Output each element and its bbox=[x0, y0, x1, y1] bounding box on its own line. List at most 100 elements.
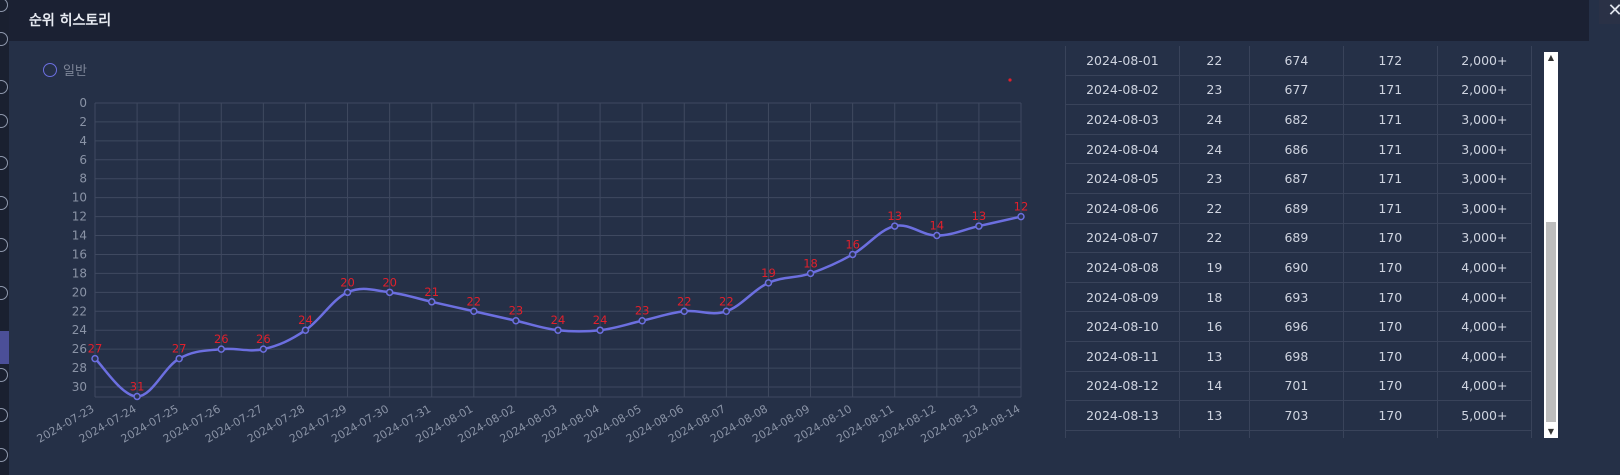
data-label: 16 bbox=[845, 237, 860, 251]
rank-line-chart: 0246810121416182022242628302024-07-23202… bbox=[35, 78, 1029, 446]
y-tick-label: 14 bbox=[72, 229, 87, 243]
table-cell: 3,000+ bbox=[1437, 223, 1532, 254]
table-cell: 2024-08-06 bbox=[1066, 193, 1180, 224]
nav-icon[interactable] bbox=[0, 448, 8, 462]
table-cell: 22 bbox=[1179, 46, 1250, 76]
table-cell: 4,000+ bbox=[1437, 311, 1532, 342]
app-sidebar bbox=[0, 0, 9, 475]
data-point bbox=[217, 345, 226, 353]
table-cell: 682 bbox=[1249, 104, 1344, 135]
table-cell: 2024-08-05 bbox=[1066, 163, 1180, 194]
table-cell: 171 bbox=[1343, 163, 1438, 194]
table-row: 2024-08-04 24 686 171 3,000+ bbox=[1066, 134, 1532, 165]
data-point bbox=[301, 326, 310, 334]
chart-legend[interactable]: 일반 bbox=[43, 60, 87, 79]
modal-title: 순위 히스토리 bbox=[29, 13, 112, 29]
data-point bbox=[596, 326, 604, 334]
data-point bbox=[638, 316, 646, 325]
data-label: 24 bbox=[593, 313, 608, 327]
table-cell: 5,000+ bbox=[1437, 430, 1532, 438]
table-cell: 170 bbox=[1343, 371, 1438, 402]
table-cell: 3,000+ bbox=[1437, 163, 1532, 194]
data-label: 21 bbox=[424, 285, 439, 299]
table-cell: 698 bbox=[1249, 341, 1344, 372]
table-cell: 701 bbox=[1249, 371, 1344, 402]
table-cell: 170 bbox=[1343, 341, 1438, 372]
table-cell: 3,000+ bbox=[1437, 134, 1532, 165]
table-cell: 689 bbox=[1249, 193, 1344, 224]
nav-icon[interactable] bbox=[0, 196, 8, 210]
nav-icon[interactable] bbox=[0, 0, 8, 12]
legend-marker-icon bbox=[43, 62, 57, 77]
y-tick-label: 8 bbox=[79, 172, 87, 186]
nav-icon[interactable] bbox=[0, 32, 8, 46]
table-cell: 5,000+ bbox=[1437, 400, 1532, 431]
y-tick-label: 18 bbox=[72, 266, 87, 280]
close-button[interactable]: ✕ bbox=[1599, 0, 1620, 24]
table-cell: 22 bbox=[1179, 223, 1250, 254]
data-point bbox=[91, 354, 99, 363]
y-tick-label: 6 bbox=[79, 153, 87, 167]
table-cell: 170 bbox=[1343, 252, 1438, 283]
data-point bbox=[554, 326, 562, 334]
scroll-up-icon[interactable]: ▲ bbox=[1547, 53, 1555, 62]
data-label: 24 bbox=[298, 313, 313, 327]
table-cell: 171 bbox=[1343, 134, 1438, 165]
table-cell: 172 bbox=[1343, 46, 1438, 76]
data-label: 12 bbox=[1014, 200, 1029, 214]
table-cell: 4,000+ bbox=[1437, 371, 1532, 402]
nav-active-item[interactable] bbox=[0, 331, 9, 364]
y-tick-label: 0 bbox=[79, 96, 87, 110]
legend-label: 일반 bbox=[63, 64, 87, 79]
data-point bbox=[848, 250, 857, 259]
table-row: 2024-08-12 14 701 170 4,000+ bbox=[1066, 371, 1532, 402]
table-cell: 2024-08-02 bbox=[1066, 75, 1180, 106]
table-cell: 171 bbox=[1343, 75, 1438, 106]
y-tick-label: 22 bbox=[72, 304, 87, 318]
nav-icon[interactable] bbox=[0, 286, 8, 300]
data-point bbox=[343, 288, 352, 297]
scroll-down-icon[interactable]: ▼ bbox=[1547, 427, 1555, 436]
rank-table: 2024-08-01 22 674 172 2,000+ 2024-08-02 23 677 1… bbox=[1065, 46, 1532, 438]
table-cell: 689 bbox=[1249, 223, 1344, 254]
table-cell: 2024-08-14 bbox=[1066, 430, 1180, 438]
nav-icon[interactable] bbox=[0, 238, 8, 252]
y-tick-label: 24 bbox=[72, 323, 87, 337]
table-row: 2024-08-13 13 703 170 5,000+ bbox=[1066, 400, 1532, 431]
table-cell: 686 bbox=[1249, 134, 1344, 165]
table-cell: 687 bbox=[1249, 163, 1344, 194]
nav-icon[interactable] bbox=[0, 114, 8, 128]
table-scrollbar[interactable]: ▲ ▼ bbox=[1544, 52, 1558, 438]
y-tick-label: 16 bbox=[72, 247, 87, 261]
table-cell: 171 bbox=[1343, 104, 1438, 135]
scroll-thumb[interactable] bbox=[1546, 222, 1556, 422]
rank-history-modal: 순위 히스토리 ✕ 일반 0 2 4 6 8 10 12 14 16 18 20 22 24 26 28 30… bbox=[9, 0, 1620, 475]
y-tick-label: 20 bbox=[72, 285, 87, 299]
nav-icon[interactable] bbox=[0, 368, 8, 382]
rank-table-body: 2024-08-01 22 674 172 2,000+ 2024-08-02 23 677 1… bbox=[1066, 46, 1532, 438]
table-cell: 170 bbox=[1343, 282, 1438, 313]
y-tick-label: 10 bbox=[72, 191, 87, 205]
data-label: 14 bbox=[929, 219, 944, 233]
table-cell: 3,000+ bbox=[1437, 104, 1532, 135]
table-cell: 170 bbox=[1343, 430, 1438, 438]
nav-icon[interactable] bbox=[0, 408, 8, 422]
modal-header: 순위 히스토리 bbox=[9, 0, 1589, 41]
table-row: 2024-08-11 13 698 170 4,000+ bbox=[1066, 341, 1532, 372]
table-cell: 703 bbox=[1249, 430, 1344, 438]
table-cell: 170 bbox=[1343, 400, 1438, 431]
table-cell: 2024-08-13 bbox=[1066, 400, 1180, 431]
table-cell: 23 bbox=[1179, 163, 1250, 194]
data-point bbox=[175, 354, 183, 363]
data-label: 18 bbox=[803, 256, 818, 270]
nav-icon[interactable] bbox=[0, 156, 8, 170]
y-tick-label: 12 bbox=[72, 210, 87, 224]
table-cell: 4,000+ bbox=[1437, 282, 1532, 313]
table-cell: 3,000+ bbox=[1437, 193, 1532, 224]
nav-icon[interactable] bbox=[0, 80, 8, 94]
table-cell: 23 bbox=[1179, 75, 1250, 106]
table-cell: 24 bbox=[1179, 134, 1250, 165]
table-cell: 170 bbox=[1343, 223, 1438, 254]
y-tick-label: 2 bbox=[79, 115, 87, 129]
data-point bbox=[385, 288, 394, 297]
